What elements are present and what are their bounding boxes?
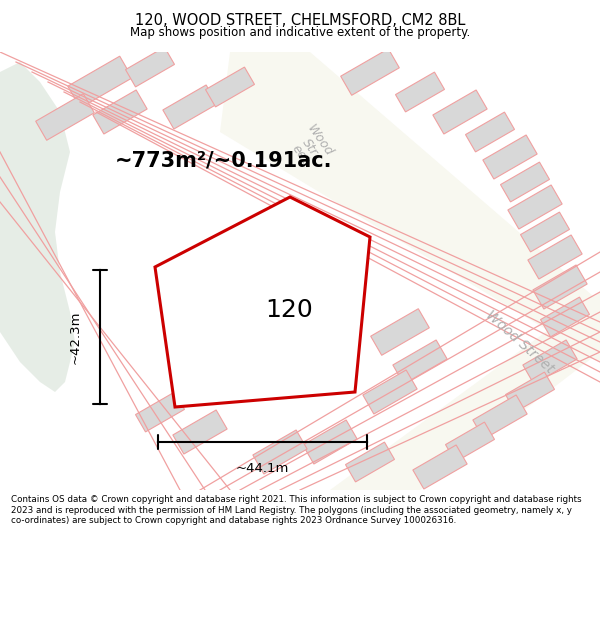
Polygon shape (500, 162, 550, 202)
Polygon shape (93, 90, 147, 134)
Text: ~44.1m: ~44.1m (236, 462, 289, 475)
Polygon shape (413, 445, 467, 489)
Polygon shape (446, 422, 494, 462)
Polygon shape (341, 49, 400, 95)
Text: Map shows position and indicative extent of the property.: Map shows position and indicative extent… (130, 26, 470, 39)
Polygon shape (68, 56, 132, 108)
Polygon shape (253, 430, 307, 474)
Polygon shape (533, 265, 587, 309)
Polygon shape (363, 370, 417, 414)
Polygon shape (136, 392, 184, 432)
Polygon shape (541, 297, 589, 337)
Text: 120: 120 (265, 298, 313, 322)
Polygon shape (393, 340, 447, 384)
Polygon shape (330, 292, 600, 490)
Text: Wood Street: Wood Street (483, 308, 557, 376)
Polygon shape (521, 212, 569, 252)
Text: ~773m²/~0.191ac.: ~773m²/~0.191ac. (115, 150, 332, 170)
Polygon shape (506, 372, 554, 412)
Polygon shape (523, 340, 577, 384)
Polygon shape (35, 94, 94, 140)
Polygon shape (395, 72, 445, 112)
Text: Contains OS data © Crown copyright and database right 2021. This information is : Contains OS data © Crown copyright and d… (11, 496, 581, 525)
Text: ~42.3m: ~42.3m (69, 310, 82, 364)
Polygon shape (125, 47, 175, 87)
Polygon shape (173, 410, 227, 454)
Polygon shape (508, 185, 562, 229)
Polygon shape (155, 197, 370, 407)
Text: Wood
Str
eet: Wood Str eet (284, 122, 335, 172)
Polygon shape (220, 52, 600, 362)
Polygon shape (346, 442, 394, 482)
Polygon shape (433, 90, 487, 134)
Polygon shape (528, 235, 582, 279)
Polygon shape (483, 135, 537, 179)
Polygon shape (163, 85, 217, 129)
Polygon shape (206, 67, 254, 107)
Text: 120, WOOD STREET, CHELMSFORD, CM2 8BL: 120, WOOD STREET, CHELMSFORD, CM2 8BL (135, 13, 465, 28)
Polygon shape (466, 112, 514, 152)
Polygon shape (0, 62, 75, 392)
Polygon shape (473, 395, 527, 439)
Polygon shape (303, 420, 357, 464)
Polygon shape (371, 309, 430, 355)
